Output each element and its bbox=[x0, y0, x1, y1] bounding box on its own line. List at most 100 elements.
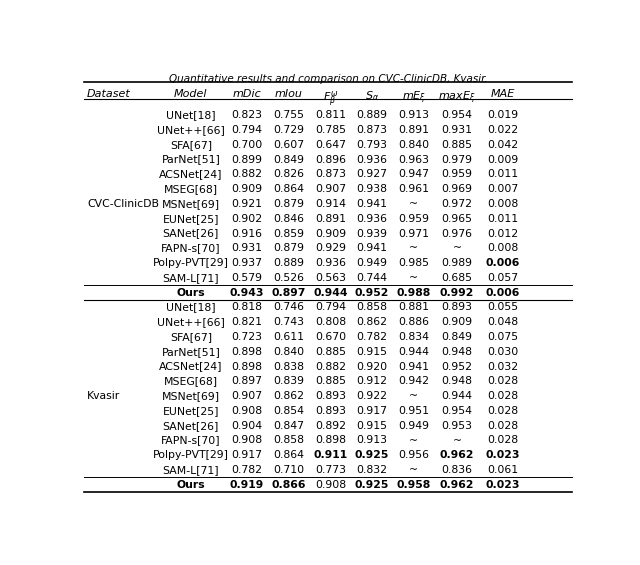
Text: Polpy-PVT[29]: Polpy-PVT[29] bbox=[153, 258, 229, 268]
Text: 0.941: 0.941 bbox=[356, 244, 387, 253]
Text: $mE_{\xi}$: $mE_{\xi}$ bbox=[401, 89, 426, 106]
Text: 0.818: 0.818 bbox=[232, 302, 262, 312]
Text: 0.897: 0.897 bbox=[232, 376, 262, 386]
Text: 0.893: 0.893 bbox=[315, 391, 346, 401]
Text: 0.793: 0.793 bbox=[356, 140, 387, 150]
Text: 0.915: 0.915 bbox=[356, 421, 387, 431]
Text: Kvasir: Kvasir bbox=[87, 391, 120, 401]
Text: 0.897: 0.897 bbox=[271, 288, 306, 298]
Text: 0.808: 0.808 bbox=[315, 317, 346, 327]
Text: 0.959: 0.959 bbox=[398, 214, 429, 224]
Text: ~: ~ bbox=[409, 244, 418, 253]
Text: 0.882: 0.882 bbox=[232, 170, 262, 179]
Text: Polpy-PVT[29]: Polpy-PVT[29] bbox=[153, 450, 229, 460]
Text: 0.892: 0.892 bbox=[315, 421, 346, 431]
Text: 0.936: 0.936 bbox=[356, 155, 387, 164]
Text: 0.914: 0.914 bbox=[315, 199, 346, 209]
Text: 0.949: 0.949 bbox=[356, 258, 387, 268]
Text: 0.907: 0.907 bbox=[232, 391, 262, 401]
Text: ~: ~ bbox=[409, 199, 418, 209]
Text: 0.925: 0.925 bbox=[355, 480, 389, 490]
Text: 0.873: 0.873 bbox=[315, 170, 346, 179]
Text: 0.882: 0.882 bbox=[315, 362, 346, 372]
Text: 0.858: 0.858 bbox=[356, 302, 387, 312]
Text: 0.927: 0.927 bbox=[356, 170, 387, 179]
Text: 0.948: 0.948 bbox=[442, 347, 472, 357]
Text: 0.840: 0.840 bbox=[273, 347, 305, 357]
Text: 0.899: 0.899 bbox=[232, 155, 262, 164]
Text: EUNet[25]: EUNet[25] bbox=[163, 214, 219, 224]
Text: 0.028: 0.028 bbox=[487, 376, 518, 386]
Text: 0.898: 0.898 bbox=[232, 362, 262, 372]
Text: 0.607: 0.607 bbox=[273, 140, 305, 150]
Text: ParNet[51]: ParNet[51] bbox=[161, 155, 220, 164]
Text: 0.023: 0.023 bbox=[485, 450, 520, 460]
Text: 0.937: 0.937 bbox=[232, 258, 262, 268]
Text: 0.782: 0.782 bbox=[232, 465, 262, 475]
Text: 0.909: 0.909 bbox=[315, 228, 346, 238]
Text: 0.925: 0.925 bbox=[355, 450, 389, 460]
Text: 0.954: 0.954 bbox=[442, 110, 472, 120]
Text: 0.563: 0.563 bbox=[315, 273, 346, 283]
Text: 0.849: 0.849 bbox=[442, 332, 472, 342]
Text: 0.988: 0.988 bbox=[397, 288, 431, 298]
Text: 0.670: 0.670 bbox=[315, 332, 346, 342]
Text: 0.061: 0.061 bbox=[487, 465, 518, 475]
Text: 0.836: 0.836 bbox=[442, 465, 472, 475]
Text: 0.979: 0.979 bbox=[442, 155, 472, 164]
Text: 0.030: 0.030 bbox=[487, 347, 518, 357]
Text: 0.710: 0.710 bbox=[273, 465, 305, 475]
Text: 0.885: 0.885 bbox=[315, 376, 346, 386]
Text: 0.700: 0.700 bbox=[232, 140, 262, 150]
Text: 0.028: 0.028 bbox=[487, 406, 518, 416]
Text: 0.911: 0.911 bbox=[313, 450, 348, 460]
Text: UNet++[66]: UNet++[66] bbox=[157, 317, 225, 327]
Text: 0.811: 0.811 bbox=[315, 110, 346, 120]
Text: ~: ~ bbox=[409, 465, 418, 475]
Text: 0.006: 0.006 bbox=[485, 258, 520, 268]
Text: 0.611: 0.611 bbox=[273, 332, 305, 342]
Text: 0.028: 0.028 bbox=[487, 421, 518, 431]
Text: SFA[67]: SFA[67] bbox=[170, 332, 212, 342]
Text: 0.912: 0.912 bbox=[356, 376, 387, 386]
Text: ~: ~ bbox=[452, 436, 461, 445]
Text: 0.019: 0.019 bbox=[487, 110, 518, 120]
Text: 0.963: 0.963 bbox=[398, 155, 429, 164]
Text: 0.952: 0.952 bbox=[355, 288, 389, 298]
Text: 0.858: 0.858 bbox=[273, 436, 305, 445]
Text: Ours: Ours bbox=[177, 480, 205, 490]
Text: 0.579: 0.579 bbox=[232, 273, 262, 283]
Text: 0.009: 0.009 bbox=[487, 155, 518, 164]
Text: mIou: mIou bbox=[275, 89, 303, 99]
Text: 0.919: 0.919 bbox=[230, 480, 264, 490]
Text: 0.862: 0.862 bbox=[273, 391, 305, 401]
Text: 0.952: 0.952 bbox=[442, 362, 472, 372]
Text: UNet++[66]: UNet++[66] bbox=[157, 125, 225, 135]
Text: 0.947: 0.947 bbox=[398, 170, 429, 179]
Text: 0.823: 0.823 bbox=[232, 110, 262, 120]
Text: 0.920: 0.920 bbox=[356, 362, 387, 372]
Text: 0.913: 0.913 bbox=[398, 110, 429, 120]
Text: 0.985: 0.985 bbox=[398, 258, 429, 268]
Text: SAM-L[71]: SAM-L[71] bbox=[163, 465, 219, 475]
Text: 0.785: 0.785 bbox=[315, 125, 346, 135]
Text: 0.889: 0.889 bbox=[356, 110, 387, 120]
Text: 0.032: 0.032 bbox=[487, 362, 518, 372]
Text: 0.941: 0.941 bbox=[356, 199, 387, 209]
Text: 0.854: 0.854 bbox=[273, 406, 305, 416]
Text: 0.917: 0.917 bbox=[232, 450, 262, 460]
Text: 0.939: 0.939 bbox=[356, 228, 387, 238]
Text: 0.743: 0.743 bbox=[273, 317, 305, 327]
Text: 0.007: 0.007 bbox=[487, 184, 518, 194]
Text: 0.055: 0.055 bbox=[487, 302, 518, 312]
Text: 0.744: 0.744 bbox=[356, 273, 387, 283]
Text: 0.893: 0.893 bbox=[442, 302, 472, 312]
Text: 0.846: 0.846 bbox=[273, 214, 305, 224]
Text: Quantitative results and comparison on CVC-ClinicDB, Kvasir.: Quantitative results and comparison on C… bbox=[169, 74, 487, 84]
Text: CVC-ClinicDB: CVC-ClinicDB bbox=[87, 199, 159, 209]
Text: $maxE_{\xi}$: $maxE_{\xi}$ bbox=[438, 89, 476, 106]
Text: 0.948: 0.948 bbox=[442, 376, 472, 386]
Text: UNet[18]: UNet[18] bbox=[166, 110, 216, 120]
Text: 0.944: 0.944 bbox=[442, 391, 472, 401]
Text: 0.908: 0.908 bbox=[232, 436, 262, 445]
